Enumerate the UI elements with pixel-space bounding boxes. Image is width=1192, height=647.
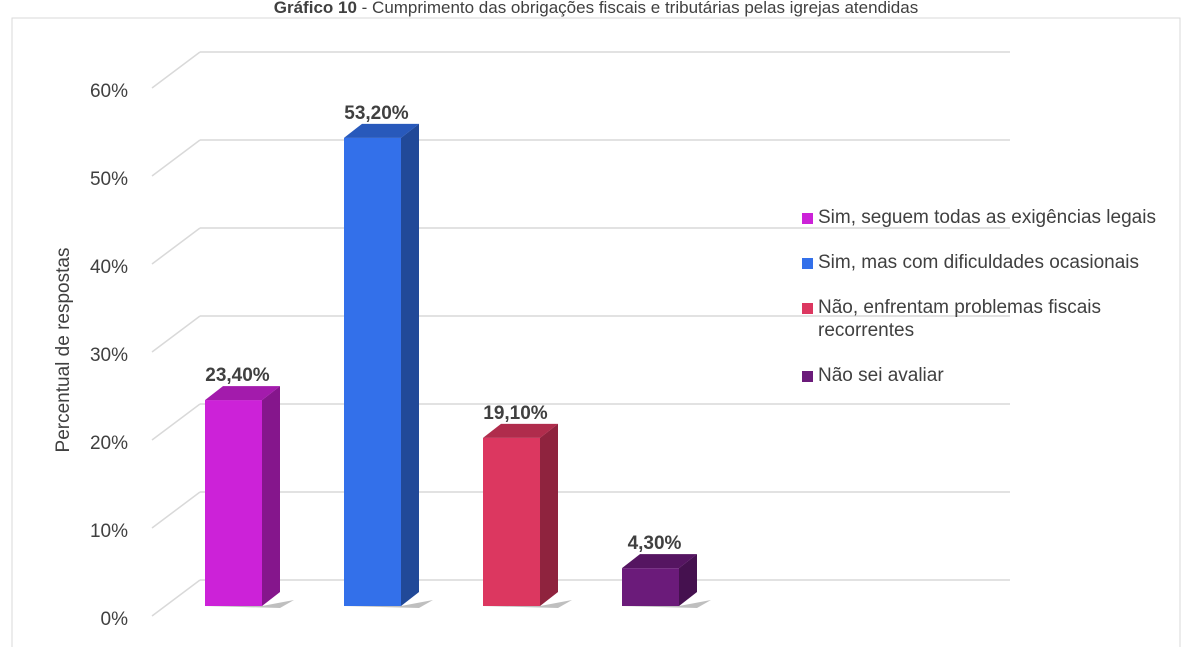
data-label: 53,20% bbox=[344, 103, 409, 124]
bar-front bbox=[205, 400, 262, 606]
grid-line-depth bbox=[151, 579, 201, 617]
legend-swatch bbox=[802, 213, 813, 224]
legend-entry: Sim, mas com dificuldades ocasionais bbox=[800, 251, 1185, 274]
bar-side bbox=[679, 554, 697, 606]
title-text: - Cumprimento das obrigações fiscais e t… bbox=[362, 0, 919, 17]
bar-top bbox=[205, 386, 280, 401]
bar-front bbox=[344, 137, 401, 606]
legend-label: Sim, mas com dificuldades ocasionais bbox=[818, 252, 1140, 273]
bar-side-shade bbox=[262, 386, 280, 606]
legend-label: Não, enfrentam problemas fiscais recorre… bbox=[818, 297, 1102, 341]
bar-side-shade bbox=[401, 123, 419, 606]
legend-entry: Sim, seguem todas as exigências legais bbox=[800, 206, 1185, 229]
legend-label: Sim, seguem todas as exigências legais bbox=[818, 207, 1156, 228]
grid-line-depth bbox=[151, 403, 201, 441]
y-tick-label: 10% bbox=[90, 521, 128, 542]
y-tick-label: 40% bbox=[90, 257, 128, 278]
bar-front bbox=[622, 568, 679, 606]
legend-entry: Não sei avaliar bbox=[800, 364, 1185, 387]
legend-label: Não sei avaliar bbox=[818, 365, 944, 386]
grid-line-depth bbox=[151, 139, 201, 177]
bar-front bbox=[483, 437, 540, 606]
chart-title: Gráfico 10 - Cumprimento das obrigações … bbox=[274, 0, 918, 17]
y-tick-label: 50% bbox=[90, 169, 128, 190]
bar-top-shade bbox=[622, 554, 697, 569]
bar-side-shade bbox=[540, 423, 558, 606]
bar-top-shade bbox=[483, 423, 558, 438]
bar-top-shade bbox=[344, 123, 419, 138]
bar-top-shade bbox=[205, 386, 280, 401]
bar-side-shade bbox=[679, 554, 697, 606]
bar-top bbox=[483, 423, 558, 438]
bar-side bbox=[540, 423, 558, 606]
grid-line-depth bbox=[151, 315, 201, 353]
bar-top bbox=[344, 123, 419, 138]
legend-swatch bbox=[802, 371, 813, 382]
bar-side bbox=[401, 123, 419, 606]
legend-swatch bbox=[802, 303, 813, 314]
grid-line-depth bbox=[151, 227, 201, 265]
data-label: 4,30% bbox=[628, 533, 682, 554]
grid-line-depth bbox=[151, 491, 201, 529]
y-tick-label: 60% bbox=[90, 81, 128, 102]
legend-swatch bbox=[802, 258, 813, 269]
y-tick-label: 20% bbox=[90, 433, 128, 454]
legend-entry: Não, enfrentam problemas fiscais recorre… bbox=[800, 296, 1185, 342]
grid-line-depth bbox=[151, 51, 201, 89]
y-axis-label: Percentual de respostas bbox=[53, 248, 74, 453]
data-label: 19,10% bbox=[483, 403, 548, 424]
bar-side bbox=[262, 386, 280, 606]
data-label: 23,40% bbox=[205, 365, 270, 386]
bar-top bbox=[622, 554, 697, 569]
chart-frame bbox=[11, 17, 1181, 647]
title-number: Gráfico 10 bbox=[274, 0, 357, 17]
y-tick-label: 30% bbox=[90, 345, 128, 366]
y-tick-label: 0% bbox=[101, 609, 129, 630]
